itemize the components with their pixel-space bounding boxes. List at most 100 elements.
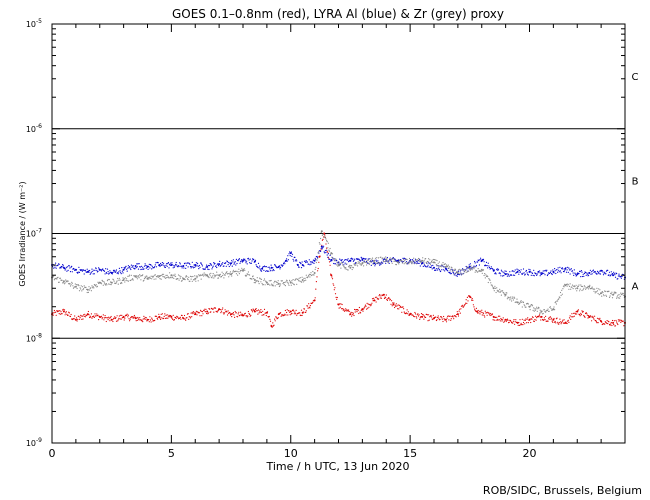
lyra_zr-sample	[530, 305, 532, 307]
lyra_al-sample	[239, 262, 241, 264]
lyra_al-sample	[134, 268, 136, 270]
lyra_zr-sample	[577, 285, 580, 287]
lyra_zr-sample	[554, 302, 556, 304]
lyra_al-sample	[78, 271, 81, 273]
lyra_zr-sample	[601, 295, 603, 297]
lyra_al-sample	[545, 270, 547, 272]
lyra_zr-sample	[445, 264, 448, 266]
lyra_zr-sample	[457, 269, 460, 271]
goes-sample	[584, 316, 586, 318]
lyra_zr-sample	[481, 272, 483, 274]
lyra_zr-sample	[523, 304, 525, 306]
lyra_zr-sample	[366, 264, 368, 266]
x-tick-label: 5	[168, 447, 175, 460]
lyra_zr-sample	[352, 267, 354, 269]
lyra_zr-sample	[609, 295, 611, 297]
lyra_al-sample	[488, 266, 491, 269]
lyra_zr-sample	[388, 262, 390, 264]
lyra_zr-sample	[560, 294, 562, 297]
lyra_al-sample	[77, 272, 79, 274]
goes-sample	[484, 316, 486, 318]
lyra_zr-sample	[92, 287, 94, 289]
goes-sample	[472, 304, 474, 306]
goes-sample	[101, 318, 103, 320]
goes-sample	[403, 308, 405, 310]
lyra_zr-sample	[487, 281, 489, 284]
lyra_al-sample	[166, 265, 168, 267]
goes-sample	[596, 317, 599, 319]
goes-sample	[368, 306, 370, 308]
lyra_zr-sample	[327, 247, 329, 249]
goes-sample	[180, 318, 182, 320]
lyra_zr-sample	[89, 289, 91, 291]
lyra_zr-sample	[228, 272, 230, 274]
lyra_zr-sample	[377, 262, 379, 264]
goes-sample	[385, 297, 387, 299]
goes-sample	[219, 309, 221, 311]
goes-point	[421, 315, 424, 318]
goes-sample	[517, 324, 519, 326]
lyra_al-sample	[177, 266, 179, 268]
lyra_al-sample	[610, 271, 612, 273]
goes-sample	[443, 315, 445, 318]
lyra_zr-sample	[336, 261, 338, 264]
lyra_zr-sample	[299, 277, 301, 279]
lyra_zr-sample	[498, 291, 500, 293]
lyra_al-sample	[343, 259, 346, 261]
lyra_al-sample	[308, 259, 310, 261]
goes-sample	[294, 311, 296, 313]
goes-sample	[340, 308, 343, 310]
goes-sample	[392, 302, 394, 304]
goes-sample	[241, 313, 243, 315]
lyra_al-point	[528, 270, 531, 273]
lyra_al-sample	[438, 265, 440, 267]
lyra_al-sample	[273, 269, 275, 272]
lyra_al-sample	[104, 273, 106, 275]
lyra_al-sample	[513, 271, 515, 273]
goes-sample	[505, 320, 507, 323]
lyra_zr-sample	[334, 259, 336, 261]
lyra_zr-sample	[415, 259, 417, 261]
lyra_al-sample	[331, 260, 333, 262]
goes-sample	[458, 310, 460, 312]
lyra_al-sample	[309, 264, 311, 266]
lyra_zr-sample	[132, 279, 134, 281]
lyra_zr-sample	[323, 236, 325, 238]
lyra_zr-sample	[271, 283, 273, 285]
lyra_zr-sample	[467, 266, 469, 268]
lyra_zr-sample	[308, 273, 310, 275]
lyra_al-sample	[197, 262, 199, 264]
lyra_zr-sample	[137, 275, 140, 277]
lyra_zr-sample	[542, 312, 544, 315]
goes-sample	[200, 309, 202, 311]
lyra_zr-sample	[347, 269, 349, 271]
goes-sample	[60, 311, 62, 313]
lyra_zr-sample	[363, 265, 365, 267]
lyra_al-point	[576, 273, 579, 276]
lyra_al-sample	[613, 271, 615, 273]
lyra_al-sample	[154, 264, 156, 266]
lyra_zr-sample	[126, 280, 128, 282]
lyra_zr-sample	[172, 274, 174, 276]
lyra_zr-sample	[491, 284, 493, 286]
goes-sample	[568, 317, 571, 319]
lyra_zr-sample	[69, 282, 71, 285]
lyra_zr-sample	[468, 270, 470, 272]
lyra_zr-sample	[184, 279, 186, 281]
lyra_zr-sample	[185, 275, 187, 277]
lyra_al-sample	[363, 257, 365, 260]
lyra_al-sample	[538, 272, 540, 274]
lyra_al-sample	[131, 266, 133, 268]
goes-sample	[142, 318, 144, 320]
lyra_al-sample	[267, 266, 269, 268]
goes-sample	[76, 320, 78, 322]
goes-sample	[479, 313, 481, 315]
lyra_zr-sample	[292, 279, 294, 281]
lyra_zr-sample	[511, 300, 513, 302]
goes-sample	[595, 321, 598, 323]
lyra_zr-sample	[305, 279, 307, 281]
goes-sample	[443, 318, 445, 320]
goes-sample	[565, 321, 567, 323]
lyra_al-sample	[274, 264, 276, 266]
lyra_zr-sample	[92, 286, 94, 288]
